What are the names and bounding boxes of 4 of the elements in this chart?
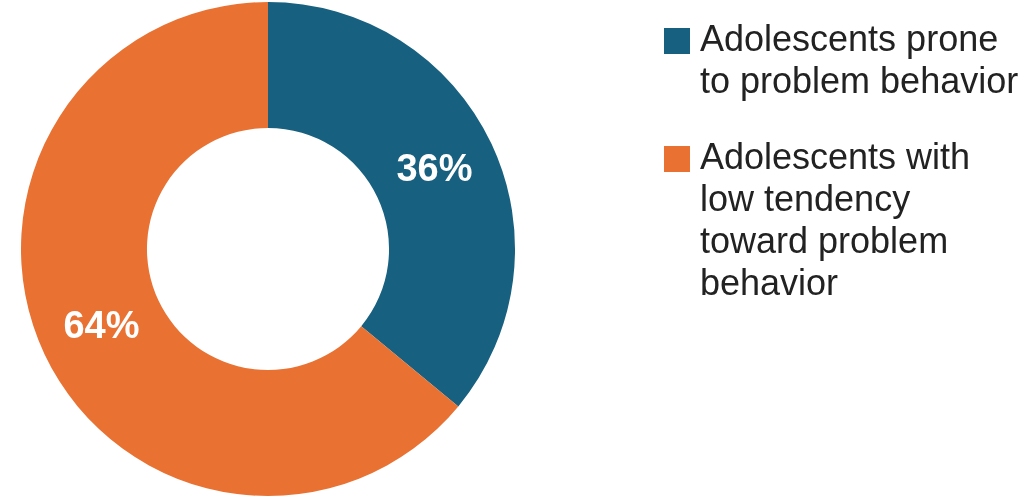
legend-label: Adolescents prone to problem behavior [700, 18, 1020, 102]
data-label: 64% [63, 303, 140, 346]
legend-label: Adolescents with low tendency toward problem behavior [700, 136, 972, 304]
data-label: 36% [396, 147, 473, 190]
